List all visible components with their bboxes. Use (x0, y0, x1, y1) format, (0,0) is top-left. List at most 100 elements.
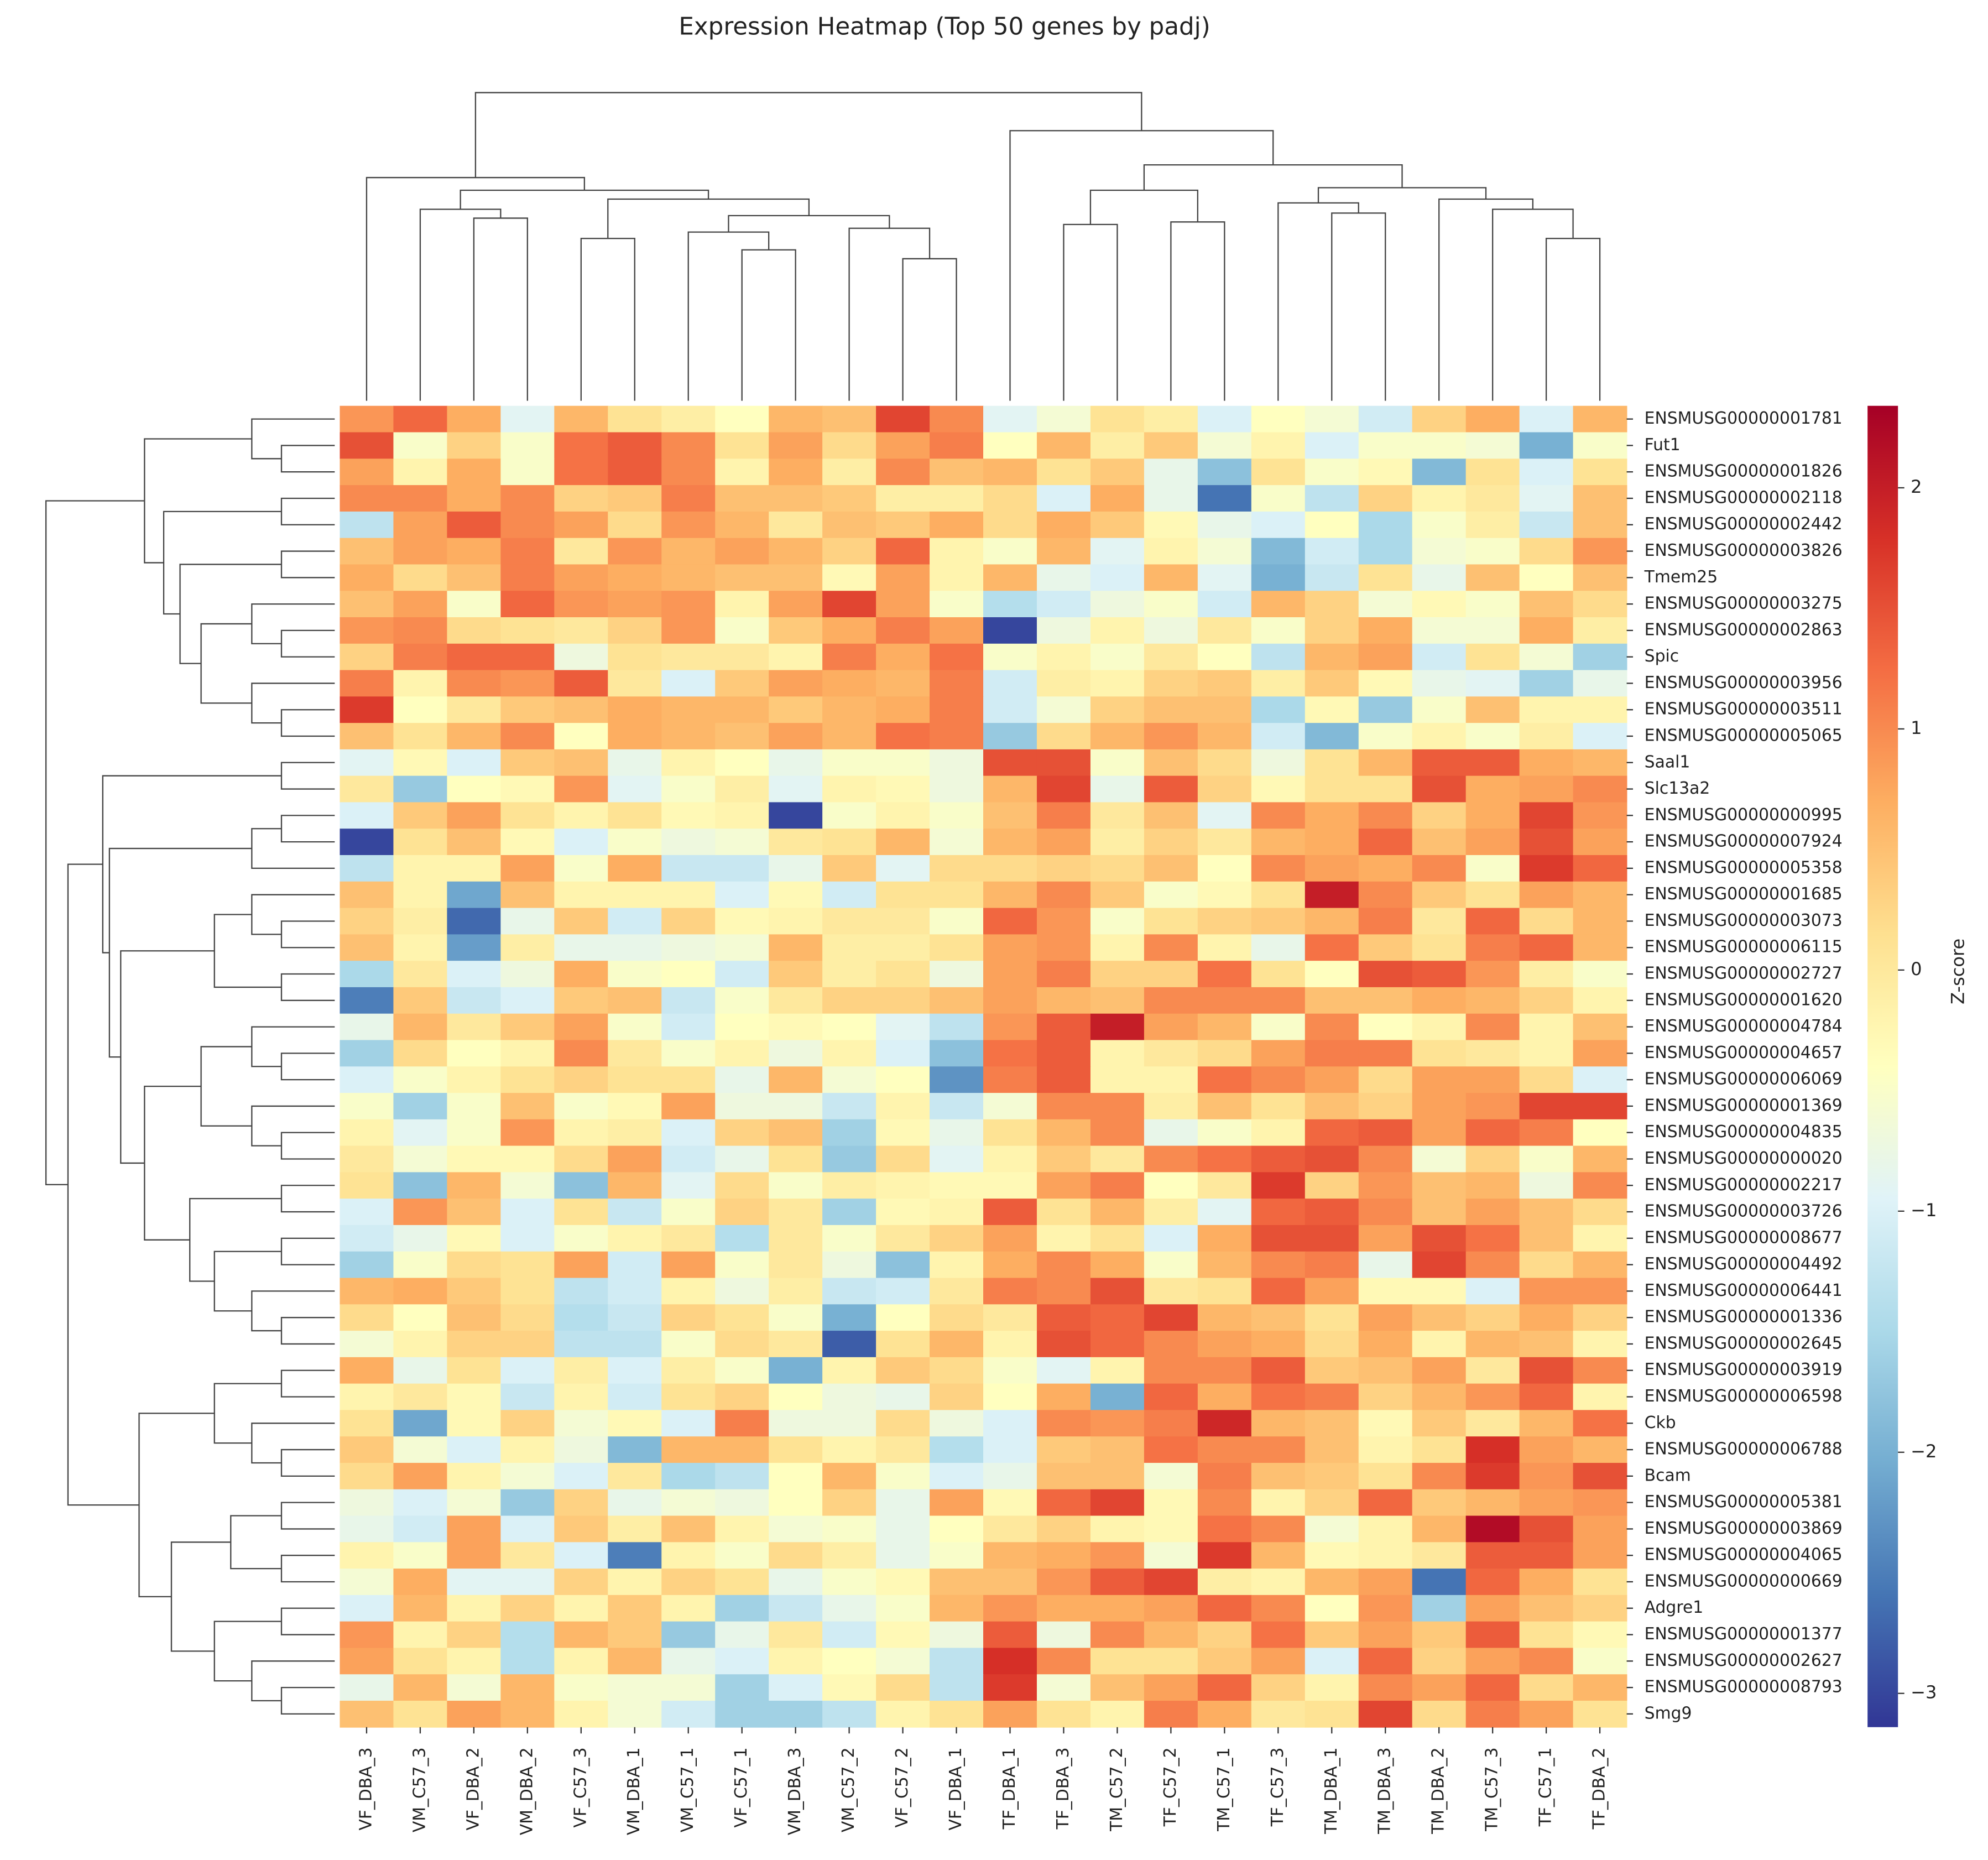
heatmap-cell (769, 564, 823, 592)
heatmap-cell (447, 1013, 502, 1041)
heatmap-cell (393, 1066, 448, 1093)
heatmap-cell (1036, 670, 1091, 697)
heatmap-cell (1251, 1331, 1306, 1358)
heatmap-cell (983, 775, 1037, 803)
heatmap-cell (1036, 1225, 1091, 1252)
dendrogram-branch (280, 920, 335, 949)
heatmap-cell (1519, 1621, 1574, 1649)
heatmap-cell (1519, 696, 1574, 724)
dendrogram-branch (1545, 237, 1601, 401)
heatmap-cell (876, 1331, 930, 1358)
heatmap-cell (1251, 1700, 1306, 1728)
heatmap-cell (876, 1674, 930, 1701)
heatmap-cell (1358, 1225, 1413, 1252)
column-label: TF_DBA_2 (1590, 1747, 1609, 1830)
heatmap-cell (1090, 1278, 1145, 1305)
heatmap-cell (608, 749, 662, 777)
heatmap-cell (1519, 829, 1574, 856)
heatmap-cell (393, 987, 448, 1014)
heatmap-cell (1251, 1199, 1306, 1226)
heatmap-cell (1573, 432, 1627, 460)
heatmap-cell (1358, 564, 1413, 592)
heatmap-cell (1090, 405, 1145, 433)
heatmap-cell (1251, 1172, 1306, 1200)
heatmap-cell (769, 1066, 823, 1093)
column-label: TF_DBA_1 (1000, 1747, 1019, 1830)
row-label: ENSMUSG00000001685 (1645, 884, 1843, 904)
heatmap-cell (930, 1331, 984, 1358)
heatmap-cell (447, 1410, 502, 1437)
row-label: ENSMUSG00000002727 (1645, 964, 1843, 983)
dendrogram-branch (230, 1515, 281, 1570)
heatmap-cell (500, 1674, 555, 1701)
heatmap-cell (554, 1674, 609, 1701)
heatmap-cell (554, 1462, 609, 1490)
heatmap-cell (715, 617, 770, 644)
heatmap-cell (715, 538, 770, 565)
heatmap-cell (1144, 696, 1198, 724)
heatmap-cell (608, 1674, 662, 1701)
heatmap-cell (1144, 432, 1198, 460)
heatmap-cell (1197, 485, 1252, 512)
heatmap-cell (1090, 1515, 1145, 1543)
heatmap-cell (447, 1040, 502, 1067)
heatmap-cell (1251, 1093, 1306, 1120)
heatmap-cell (1573, 1410, 1627, 1437)
heatmap-cell (822, 1013, 877, 1041)
heatmap-cell (1573, 961, 1627, 988)
heatmap-cell (340, 749, 394, 777)
heatmap-cell (1573, 1542, 1627, 1570)
heatmap-cell (1465, 643, 1520, 671)
heatmap-cell (1144, 617, 1198, 644)
heatmap-cell (769, 1199, 823, 1226)
heatmap-cell (1036, 1278, 1091, 1305)
heatmap-cell (1465, 1013, 1520, 1041)
heatmap-cell (715, 696, 770, 724)
heatmap-cell (769, 829, 823, 856)
heatmap-cell (1412, 1278, 1467, 1305)
heatmap-cell (1305, 1225, 1359, 1252)
heatmap-cell (1251, 1621, 1306, 1649)
heatmap-cell (393, 405, 448, 433)
dendrogram-branch (251, 828, 335, 869)
heatmap-cell (983, 1595, 1037, 1622)
heatmap-cell (1573, 511, 1627, 539)
heatmap-cell (769, 723, 823, 750)
row-label: ENSMUSG00000005065 (1645, 726, 1843, 746)
heatmap-cell (1305, 591, 1359, 618)
heatmap-cell (393, 1542, 448, 1570)
heatmap-cell (1036, 1436, 1091, 1463)
dendrogram-branch (251, 1660, 335, 1702)
heatmap-cell (1144, 961, 1198, 988)
heatmap-cell (1519, 1569, 1574, 1596)
row-label: ENSMUSG00000002645 (1645, 1333, 1843, 1353)
heatmap-cell (393, 485, 448, 512)
row-label: Saal1 (1645, 752, 1690, 772)
dendrogram-branch (280, 709, 335, 737)
heatmap-cell (1358, 1172, 1413, 1200)
heatmap-cell (1519, 485, 1574, 512)
heatmap-cell (447, 934, 502, 962)
heatmap-cell (500, 1383, 555, 1411)
heatmap-cell (500, 564, 555, 592)
heatmap-cell (393, 643, 448, 671)
heatmap-cell (1090, 1357, 1145, 1384)
heatmap-cell (769, 802, 823, 830)
dendrogram-branch (200, 623, 252, 704)
heatmap-cell (1412, 1199, 1467, 1226)
heatmap-cell (661, 961, 716, 988)
heatmap-cell (1358, 405, 1413, 433)
heatmap-cell (769, 538, 823, 565)
dendrogram-branch (170, 1541, 231, 1652)
row-label: ENSMUSG00000005358 (1645, 858, 1843, 877)
heatmap-cell (608, 934, 662, 962)
heatmap-cell (1251, 1436, 1306, 1463)
heatmap-cell (447, 1462, 502, 1490)
heatmap-cell (876, 1119, 930, 1147)
heatmap-cell (554, 1515, 609, 1543)
heatmap-cell (1090, 564, 1145, 592)
heatmap-cell (1144, 1066, 1198, 1093)
heatmap-cell (1305, 538, 1359, 565)
heatmap-cell (500, 1410, 555, 1437)
heatmap-cell (715, 881, 770, 909)
